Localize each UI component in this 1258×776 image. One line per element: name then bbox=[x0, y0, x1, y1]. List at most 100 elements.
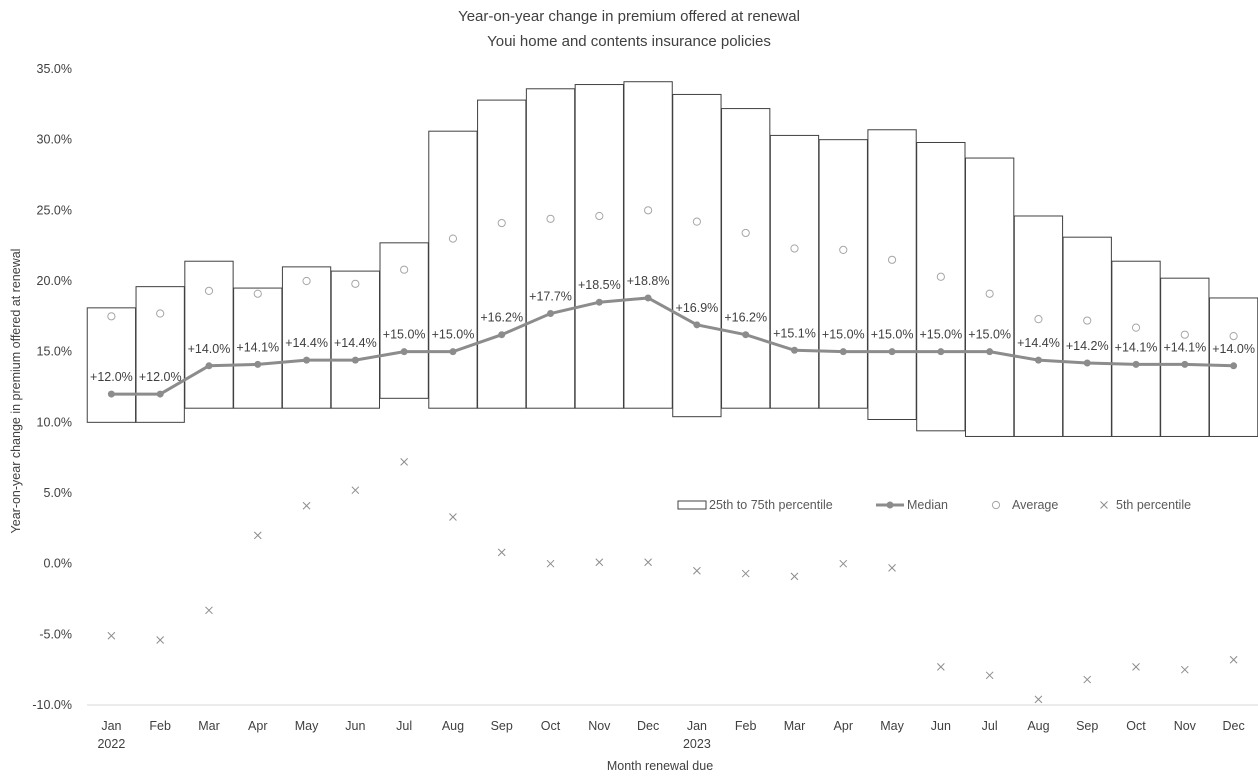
average-marker bbox=[839, 245, 848, 255]
average-marker bbox=[156, 309, 165, 318]
x-year-label: 2022 bbox=[97, 737, 125, 751]
y-tick-label: 10.0% bbox=[37, 415, 72, 429]
median-point bbox=[790, 346, 798, 354]
legend-swatch-bar bbox=[677, 500, 707, 510]
average-marker bbox=[497, 218, 506, 228]
percentile-bar bbox=[769, 134, 820, 409]
median-point bbox=[888, 348, 896, 356]
x-tick-label: Aug bbox=[1027, 719, 1049, 733]
percentile-bar bbox=[623, 81, 673, 409]
median-point bbox=[986, 348, 994, 356]
percentile-bar bbox=[867, 129, 917, 421]
percentile-bar bbox=[1111, 260, 1161, 437]
median-data-label: +14.0% bbox=[188, 342, 231, 356]
average-marker bbox=[351, 279, 360, 288]
y-tick-label: 20.0% bbox=[37, 274, 72, 288]
x-tick-label: May bbox=[295, 719, 319, 733]
median-data-label: +14.2% bbox=[1066, 339, 1109, 353]
median-data-label: +15.0% bbox=[432, 328, 475, 342]
percentile-bar bbox=[525, 88, 576, 409]
x-tick-label: Jul bbox=[982, 719, 998, 733]
median-point bbox=[547, 310, 555, 318]
percentile-bar bbox=[379, 242, 429, 399]
percentile-bar bbox=[574, 84, 624, 409]
x-tick-label: Sep bbox=[1076, 719, 1098, 733]
median-data-label: +15.1% bbox=[773, 326, 816, 340]
median-data-label: +17.7% bbox=[529, 290, 572, 304]
p5-marker bbox=[546, 559, 555, 568]
p5-marker bbox=[253, 531, 262, 540]
median-data-label: +18.5% bbox=[578, 278, 621, 292]
x-tick-label: Oct bbox=[541, 719, 561, 733]
median-data-label: +14.1% bbox=[236, 340, 279, 354]
chart-subtitle: Youi home and contents insurance policie… bbox=[487, 33, 771, 50]
median-data-label: +12.0% bbox=[139, 370, 182, 384]
x-tick-label: Jul bbox=[396, 719, 412, 733]
y-tick-label: 5.0% bbox=[44, 486, 73, 500]
p5-marker bbox=[497, 548, 506, 557]
p5-marker bbox=[351, 486, 360, 495]
percentile-bar bbox=[818, 139, 868, 409]
median-point bbox=[498, 331, 506, 339]
median-point bbox=[107, 390, 115, 398]
average-marker bbox=[1083, 316, 1092, 325]
legend-swatch-median-dot bbox=[886, 501, 894, 509]
average-marker bbox=[1180, 330, 1189, 339]
p5-marker bbox=[1083, 675, 1092, 684]
y-tick-label: 0.0% bbox=[44, 557, 73, 571]
p5-marker bbox=[790, 572, 799, 581]
average-marker bbox=[107, 312, 116, 321]
median-data-label: +15.0% bbox=[383, 328, 426, 342]
p5-marker bbox=[302, 501, 311, 510]
y-tick-label: 25.0% bbox=[37, 203, 72, 217]
y-tick-label: 15.0% bbox=[37, 345, 72, 359]
median-point bbox=[1132, 360, 1140, 368]
p5-marker bbox=[644, 558, 652, 567]
x-tick-label: Nov bbox=[1174, 719, 1197, 733]
median-data-label: +14.4% bbox=[334, 336, 377, 350]
percentile-bar bbox=[721, 108, 771, 409]
x-tick-label: Feb bbox=[735, 719, 757, 733]
percentile-bar bbox=[330, 270, 381, 409]
legend-swatch-average bbox=[991, 500, 1001, 510]
p5-marker bbox=[595, 558, 604, 567]
y-tick-label: -10.0% bbox=[32, 698, 72, 712]
median-data-label: +16.2% bbox=[724, 311, 767, 325]
x-tick-label: May bbox=[880, 719, 904, 733]
x-tick-label: Jan bbox=[101, 719, 121, 733]
plot-area: -10.0% -5.0% 0.0% 5.0% 10.0% 15.0% 20.0% 25.0% 3… bbox=[32, 62, 1258, 751]
average-marker bbox=[985, 289, 994, 298]
average-marker bbox=[741, 228, 750, 238]
average-marker bbox=[400, 265, 409, 274]
x-tick-label: Nov bbox=[588, 719, 611, 733]
x-tick-label: Mar bbox=[784, 719, 806, 733]
x-tick-label: Dec bbox=[637, 719, 659, 733]
legend-label: 5th percentile bbox=[1116, 498, 1191, 512]
p5-marker bbox=[1180, 665, 1189, 674]
x-axis-label: Month renewal due bbox=[607, 759, 713, 773]
p5-marker bbox=[693, 566, 701, 575]
legend-label: 25th to 75th percentile bbox=[709, 498, 833, 512]
median-data-label: +14.1% bbox=[1163, 340, 1206, 354]
x-tick-label: Oct bbox=[1126, 719, 1146, 733]
median-point bbox=[644, 294, 652, 302]
median-point bbox=[400, 348, 408, 356]
median-data-label: +14.1% bbox=[1115, 340, 1158, 354]
percentile-bar bbox=[477, 99, 527, 409]
p5-marker bbox=[400, 458, 408, 466]
median-data-label: +18.8% bbox=[627, 274, 670, 288]
median-point bbox=[693, 321, 701, 329]
average-marker bbox=[1229, 332, 1238, 341]
median-data-label: +14.4% bbox=[285, 336, 328, 350]
median-line bbox=[111, 296, 1234, 396]
p5-marker bbox=[839, 559, 848, 568]
p5-marker bbox=[741, 569, 750, 578]
legend-label: Average bbox=[1012, 498, 1058, 512]
median-point bbox=[742, 331, 750, 339]
average-marker bbox=[692, 217, 701, 226]
median-point bbox=[1083, 359, 1091, 367]
y-tick-label: 30.0% bbox=[37, 133, 72, 147]
median-point bbox=[156, 390, 164, 398]
percentile-bar bbox=[1160, 277, 1210, 437]
